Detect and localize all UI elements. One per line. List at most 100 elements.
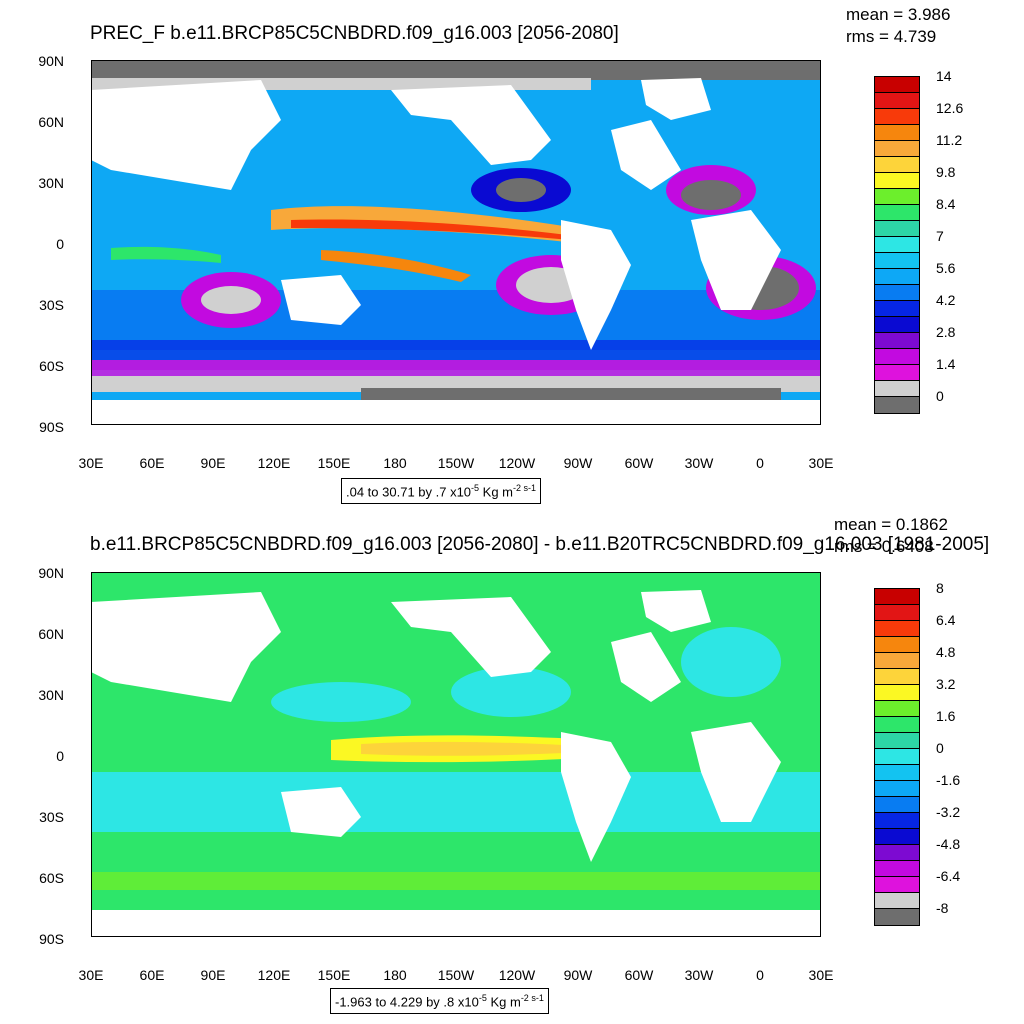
top-colorbar-swatch <box>875 365 919 381</box>
bottom-range-units-exp: -2 s-1 <box>520 993 544 1003</box>
bottom-colorbar-swatch <box>875 845 919 861</box>
top-colorbar-label: 4.2 <box>936 292 956 308</box>
bottom-colorbar-label: 4.8 <box>936 644 956 660</box>
bottom-lon-0: 0 <box>756 967 764 983</box>
bottom-range-text: -1.963 to 4.229 by .8 x10 <box>335 994 479 1010</box>
top-lon-150e: 150E <box>317 455 351 471</box>
bottom-lon-60w: 60W <box>624 967 654 983</box>
top-lat-60n: 60N <box>38 114 64 130</box>
top-colorbar-swatch <box>875 381 919 397</box>
bottom-colorbar-swatch <box>875 605 919 621</box>
bottom-lon-60e: 60E <box>139 967 165 983</box>
bottom-lat-60n: 60N <box>38 626 64 642</box>
top-lon-180: 180 <box>383 455 407 471</box>
bottom-colorbar-label: 8 <box>936 580 944 596</box>
bottom-lon-120e: 120E <box>257 967 291 983</box>
bottom-range-units: Kg m <box>486 994 521 1010</box>
bottom-colorbar-label: -1.6 <box>936 772 961 788</box>
bottom-colorbar-swatch <box>875 909 919 925</box>
top-colorbar-swatch <box>875 253 919 269</box>
bottom-colorbar-swatch <box>875 733 919 749</box>
top-lon-150w: 150W <box>437 455 475 471</box>
top-colorbar-swatch <box>875 269 919 285</box>
top-lat-0: 0 <box>56 236 64 252</box>
top-colorbar-swatch <box>875 221 919 237</box>
bottom-colorbar-swatch <box>875 765 919 781</box>
bottom-colorbar-swatch <box>875 829 919 845</box>
bottom-colorbar-label: 6.4 <box>936 612 956 628</box>
top-range-exp: -5 <box>471 483 480 493</box>
bottom-colorbar-label: 3.2 <box>936 676 956 692</box>
top-colorbar-label: 0 <box>936 388 944 404</box>
bottom-map <box>91 572 821 937</box>
bottom-range-exp: -5 <box>478 993 487 1003</box>
bottom-panel-title: b.e11.BRCP85C5CNBDRD.f09_g16.003 [2056-2… <box>90 534 990 555</box>
top-mean-stat: mean = 3.986 <box>846 5 951 24</box>
bottom-lat-30s: 30S <box>39 809 64 825</box>
bottom-colorbar-swatch <box>875 701 919 717</box>
top-colorbar-label: 14 <box>936 68 952 84</box>
top-lon-30e-end: 30E <box>808 455 834 471</box>
top-lon-90w: 90W <box>563 455 593 471</box>
bottom-colorbar-swatch <box>875 685 919 701</box>
top-colorbar-label: 12.6 <box>936 100 964 116</box>
bottom-lat-60s: 60S <box>39 870 64 886</box>
top-colorbar-label: 1.4 <box>936 356 956 372</box>
bottom-colorbar-swatch <box>875 653 919 669</box>
bottom-colorbar-swatch <box>875 717 919 733</box>
bottom-range-box: -1.963 to 4.229 by .8 x10-5 Kg m-2 s-1 <box>330 988 549 1015</box>
top-colorbar-swatch <box>875 157 919 173</box>
top-colorbar-swatch <box>875 237 919 253</box>
top-lon-60w: 60W <box>624 455 654 471</box>
bottom-colorbar-label: 0 <box>936 740 944 756</box>
top-colorbar-swatch <box>875 205 919 221</box>
bottom-colorbar-swatch <box>875 861 919 877</box>
bottom-colorbar-swatch <box>875 877 919 893</box>
top-lon-30e: 30E <box>78 455 104 471</box>
bottom-colorbar-swatch <box>875 797 919 813</box>
top-colorbar-swatch <box>875 77 919 93</box>
bottom-colorbar <box>874 588 920 926</box>
top-colorbar-label: 9.8 <box>936 164 956 180</box>
top-colorbar-swatch <box>875 189 919 205</box>
top-colorbar-swatch <box>875 333 919 349</box>
top-rms-stat: rms = 4.739 <box>846 27 937 46</box>
top-range-units-exp: -2 s-1 <box>513 483 537 493</box>
top-lat-30s: 30S <box>39 297 64 313</box>
bottom-lon-150e: 150E <box>317 967 351 983</box>
bottom-lon-30w: 30W <box>684 967 714 983</box>
bottom-colorbar-swatch <box>875 749 919 765</box>
bottom-colorbar-swatch <box>875 813 919 829</box>
bottom-colorbar-label: -4.8 <box>936 836 961 852</box>
top-colorbar-swatch <box>875 93 919 109</box>
bottom-lon-90w: 90W <box>563 967 593 983</box>
top-lon-0: 0 <box>756 455 764 471</box>
bottom-colorbar-label: -6.4 <box>936 868 961 884</box>
top-range-text: .04 to 30.71 by .7 x10 <box>346 484 472 500</box>
top-panel-title: PREC_F b.e11.BRCP85C5CNBDRD.f09_g16.003 … <box>90 23 619 44</box>
top-colorbar-swatch <box>875 141 919 157</box>
bottom-colorbar-swatch <box>875 669 919 685</box>
top-lat-60s: 60S <box>39 358 64 374</box>
top-colorbar-swatch <box>875 109 919 125</box>
bottom-colorbar-swatch <box>875 893 919 909</box>
top-colorbar-label: 5.6 <box>936 260 956 276</box>
bottom-colorbar-swatch <box>875 589 919 605</box>
top-lon-90e: 90E <box>200 455 226 471</box>
bottom-colorbar-swatch <box>875 781 919 797</box>
top-lon-120e: 120E <box>257 455 291 471</box>
top-colorbar-swatch <box>875 173 919 189</box>
top-lon-30w: 30W <box>684 455 714 471</box>
bottom-mean-stat: mean = 0.1862 <box>834 515 948 534</box>
top-colorbar-label: 7 <box>936 228 944 244</box>
bottom-lon-30e-end: 30E <box>808 967 834 983</box>
bottom-lon-180: 180 <box>383 967 407 983</box>
bottom-colorbar-label: 1.6 <box>936 708 956 724</box>
bottom-lon-90e: 90E <box>200 967 226 983</box>
top-colorbar-label: 2.8 <box>936 324 956 340</box>
top-colorbar <box>874 76 920 414</box>
top-colorbar-swatch <box>875 317 919 333</box>
bottom-lon-150w: 150W <box>437 967 475 983</box>
bottom-colorbar-label: -8 <box>936 900 949 916</box>
top-range-box: .04 to 30.71 by .7 x10-5 Kg m-2 s-1 <box>341 478 542 505</box>
